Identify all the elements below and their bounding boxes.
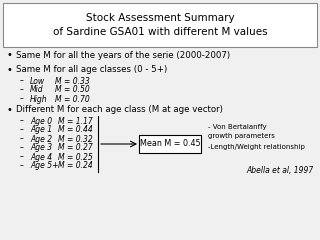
Text: M = 0.50: M = 0.50	[55, 85, 90, 95]
FancyBboxPatch shape	[3, 3, 317, 47]
Text: –: –	[20, 95, 24, 103]
Text: Mid: Mid	[30, 85, 44, 95]
Text: Abella et al, 1997: Abella et al, 1997	[247, 166, 314, 174]
Text: M = 0.27: M = 0.27	[58, 144, 93, 152]
Text: –: –	[20, 77, 24, 85]
Text: High: High	[30, 95, 48, 103]
Text: –: –	[20, 85, 24, 95]
Text: Same M for all age classes (0 - 5+): Same M for all age classes (0 - 5+)	[16, 66, 167, 74]
Text: Age 4: Age 4	[30, 152, 52, 162]
Text: Low: Low	[30, 77, 45, 85]
Text: –: –	[20, 116, 24, 126]
Text: M = 1.17: M = 1.17	[58, 116, 93, 126]
Text: •: •	[6, 105, 12, 115]
Text: Different M for each age class (M at age vector): Different M for each age class (M at age…	[16, 106, 223, 114]
Text: –: –	[20, 162, 24, 170]
Text: M = 0.33: M = 0.33	[55, 77, 90, 85]
Text: –: –	[20, 144, 24, 152]
Text: Age 3: Age 3	[30, 144, 52, 152]
Text: -Length/Weight relationship: -Length/Weight relationship	[208, 144, 305, 150]
Text: - Von Bertalanffy: - Von Bertalanffy	[208, 124, 267, 130]
Text: Same M for all the years of the serie (2000-2007): Same M for all the years of the serie (2…	[16, 50, 230, 60]
Text: Mean M = 0.45: Mean M = 0.45	[140, 139, 200, 149]
Text: •: •	[6, 50, 12, 60]
Text: M = 0.70: M = 0.70	[55, 95, 90, 103]
Text: –: –	[20, 152, 24, 162]
Text: M = 0.32: M = 0.32	[58, 134, 93, 144]
Text: M = 0.44: M = 0.44	[58, 126, 93, 134]
Text: •: •	[6, 65, 12, 75]
Text: –: –	[20, 126, 24, 134]
Text: M = 0.24: M = 0.24	[58, 162, 93, 170]
FancyBboxPatch shape	[139, 135, 201, 153]
Text: –: –	[20, 134, 24, 144]
Text: M = 0.25: M = 0.25	[58, 152, 93, 162]
Text: Stock Assessment Summary
of Sardine GSA01 with different M values: Stock Assessment Summary of Sardine GSA0…	[53, 13, 267, 37]
Text: Age 0: Age 0	[30, 116, 52, 126]
Text: Age 1: Age 1	[30, 126, 52, 134]
Text: Age 2: Age 2	[30, 134, 52, 144]
Text: growth parameters: growth parameters	[208, 133, 275, 139]
Text: Age 5+: Age 5+	[30, 162, 59, 170]
